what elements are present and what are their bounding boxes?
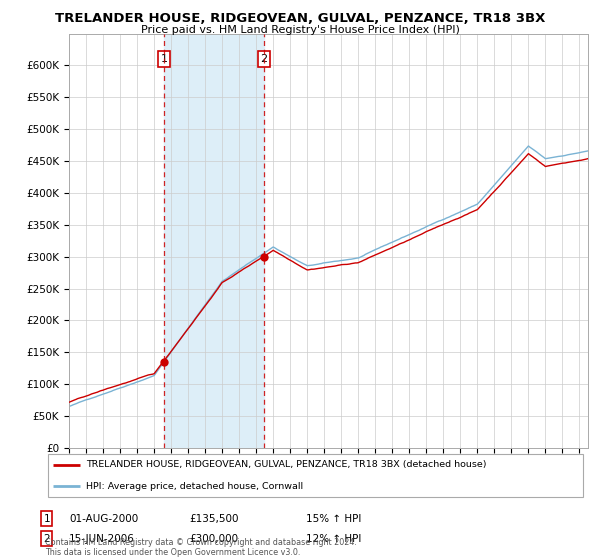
Text: 12% ↑ HPI: 12% ↑ HPI xyxy=(306,534,361,544)
Text: 1: 1 xyxy=(43,514,50,524)
Text: Price paid vs. HM Land Registry's House Price Index (HPI): Price paid vs. HM Land Registry's House … xyxy=(140,25,460,35)
Bar xyxy=(164,34,264,448)
Text: 15% ↑ HPI: 15% ↑ HPI xyxy=(306,514,361,524)
Text: TRELANDER HOUSE, RIDGEOVEAN, GULVAL, PENZANCE, TR18 3BX: TRELANDER HOUSE, RIDGEOVEAN, GULVAL, PEN… xyxy=(55,12,545,25)
Text: 01-AUG-2000: 01-AUG-2000 xyxy=(69,514,138,524)
Text: 2: 2 xyxy=(260,54,268,64)
Text: 2: 2 xyxy=(43,534,50,544)
Text: £135,500: £135,500 xyxy=(189,514,239,524)
Text: Contains HM Land Registry data © Crown copyright and database right 2024.
This d: Contains HM Land Registry data © Crown c… xyxy=(45,538,357,557)
FancyBboxPatch shape xyxy=(48,454,583,497)
Text: 1: 1 xyxy=(161,54,167,64)
Text: £300,000: £300,000 xyxy=(189,534,238,544)
Text: TRELANDER HOUSE, RIDGEOVEAN, GULVAL, PENZANCE, TR18 3BX (detached house): TRELANDER HOUSE, RIDGEOVEAN, GULVAL, PEN… xyxy=(86,460,486,469)
Text: 15-JUN-2006: 15-JUN-2006 xyxy=(69,534,135,544)
Text: HPI: Average price, detached house, Cornwall: HPI: Average price, detached house, Corn… xyxy=(86,482,303,491)
